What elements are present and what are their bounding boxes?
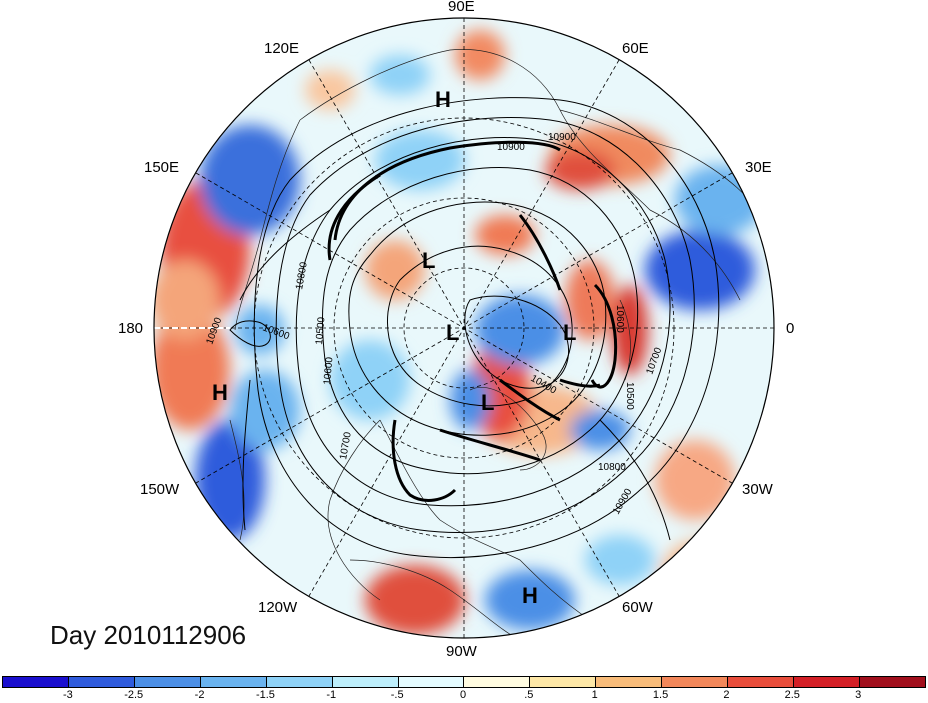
colorbar-tick-label: -2.5: [124, 689, 144, 701]
colorbar-swatch: [3, 677, 69, 687]
lon-label-120e: 120E: [264, 40, 300, 57]
colorbar-tick-label: .5: [524, 689, 534, 701]
colorbar-swatch: [398, 677, 465, 687]
contour-label: 10500: [624, 382, 635, 410]
high-center-siberia: H: [435, 87, 451, 112]
lon-label-30w: 30W: [742, 481, 773, 498]
contour-label: 10900: [548, 132, 576, 143]
lon-label-180: 180: [118, 320, 144, 337]
colorbar-swatch: [266, 677, 333, 687]
lon-label-60e: 60E: [622, 40, 649, 57]
lon-label-60w: 60W: [622, 599, 653, 616]
colorbar-swatch: [332, 677, 399, 687]
low-center-barents: L: [563, 320, 576, 345]
lon-label-150w: 150W: [140, 481, 180, 498]
colorbar-tick-label: -1.5: [255, 689, 275, 701]
colorbar-tick-label: 1.5: [652, 689, 669, 701]
contour-label: 10700: [338, 431, 354, 461]
colorbar-tick-label: 2: [723, 689, 730, 701]
coastlines: [229, 49, 774, 638]
colorbar-tick-label: -1: [326, 689, 337, 701]
colorbar-swatch: [794, 677, 860, 687]
lon-label-150e: 150E: [144, 159, 180, 176]
colorbar-tick-label: -3: [62, 689, 73, 701]
contour-label: 10800: [598, 462, 626, 473]
low-center-greenland: L: [481, 390, 494, 415]
contour-label: 10600: [322, 356, 335, 385]
colorbar-tick-label: 3: [855, 689, 862, 701]
graticule: [154, 18, 774, 638]
high-center-pacific: H: [212, 380, 228, 405]
colorbar-tick-label: -2: [194, 689, 205, 701]
colorbar-swatch: [464, 677, 531, 687]
map-boundary: [153, 17, 775, 639]
lon-label-120w: 120W: [258, 599, 298, 616]
colorbar-swatch: [728, 677, 795, 687]
anomaly-field: [154, 18, 774, 638]
day-label: Day 2010112906: [50, 620, 247, 650]
colorbar-swatch: [662, 677, 729, 687]
colorbar-tick-label: 0: [459, 689, 467, 701]
low-center-east-siberian-sea: L: [422, 248, 435, 273]
high-center-atlantic: H: [522, 583, 538, 608]
pressure-centers: H L L L L H H: [212, 87, 576, 608]
lon-label-90w: 90W: [446, 643, 477, 660]
colorbar-swatch: [859, 677, 925, 687]
lon-label-90e: 90E: [448, 0, 475, 15]
jet-contours: [327, 140, 618, 502]
colorbar-swatch: [134, 677, 201, 687]
low-center-pole: L: [446, 320, 459, 345]
colorbar-tick-label: 1: [591, 689, 598, 701]
colorbar-swatch: [596, 677, 663, 687]
lon-label-0: 0: [786, 320, 795, 337]
contour-label: 10500: [314, 316, 327, 345]
contour-label: 10600: [614, 305, 625, 333]
colorbar-swatch: [530, 677, 597, 687]
contour-label: 10800: [294, 261, 310, 291]
contour-label: 10900: [497, 142, 525, 153]
colorbar-tick-label: 2.5: [784, 689, 800, 701]
colorbar-tick-label: -.5: [390, 689, 404, 701]
colorbar: [2, 676, 926, 688]
colorbar-ticks: -3 -2.5 -2 -1.5 -1 -.5 0 .5 1 1.5 2 2.5 3: [2, 689, 926, 703]
colorbar-swatch: [200, 677, 267, 687]
colorbar-swatch: [68, 677, 135, 687]
lon-label-30e: 30E: [745, 159, 772, 176]
